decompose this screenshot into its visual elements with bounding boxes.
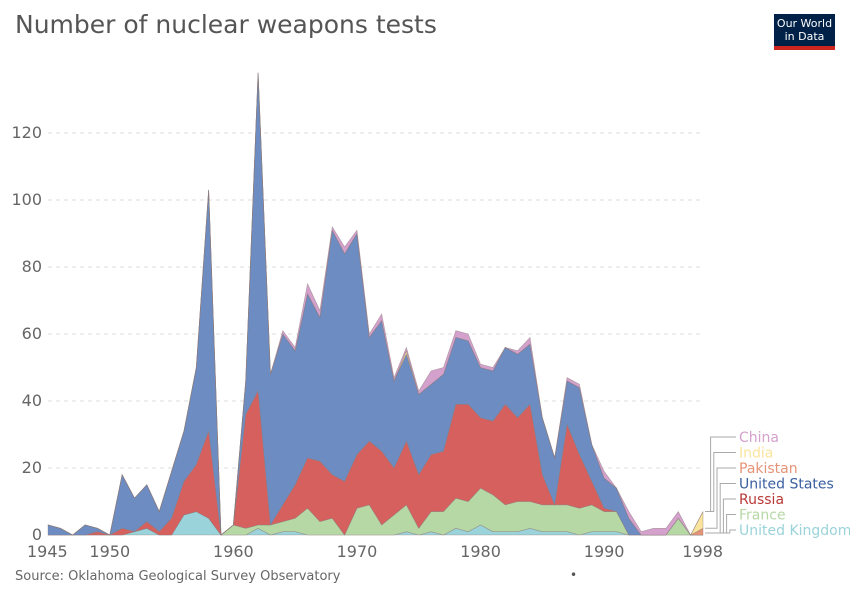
legend-connector-pakistan bbox=[705, 467, 736, 529]
series-areas bbox=[47, 72, 704, 536]
y-tick-label-100: 100 bbox=[11, 190, 42, 209]
owid-logo[interactable]: Our World in Data bbox=[774, 14, 835, 50]
y-tick-label-20: 20 bbox=[22, 458, 42, 477]
x-tick-label-1990: 1990 bbox=[584, 542, 625, 560]
x-tick-label-1970: 1970 bbox=[337, 542, 378, 560]
y-tick-label-40: 40 bbox=[22, 391, 42, 410]
logo-line-1: Our World bbox=[776, 17, 833, 30]
legend-label-russia[interactable]: Russia bbox=[739, 492, 784, 508]
legend-label-india[interactable]: India bbox=[739, 446, 773, 462]
area-china[interactable] bbox=[47, 72, 704, 536]
x-tick-label-1980: 1980 bbox=[460, 542, 501, 560]
legend-label-united-kingdom[interactable]: United Kingdom bbox=[739, 523, 850, 539]
y-tick-label-60: 60 bbox=[22, 324, 42, 343]
x-tick-label-1950: 1950 bbox=[89, 542, 130, 560]
chart-title: Number of nuclear weapons tests bbox=[15, 10, 437, 39]
legend-connector-india bbox=[705, 452, 736, 513]
source-note[interactable]: Source: Oklahoma Geological Survey Obser… bbox=[15, 569, 341, 584]
y-tick-label-0: 0 bbox=[32, 525, 42, 544]
y-tick-label-80: 80 bbox=[22, 257, 42, 276]
stacked-area-chart: 0 20 40 60 80 100 120 1945 1950 1960 1970 1980 1990… bbox=[11, 72, 850, 560]
y-tick-label-120: 120 bbox=[11, 123, 42, 142]
legend-connector-united-states bbox=[705, 483, 736, 534]
legend-label-china[interactable]: China bbox=[739, 430, 779, 446]
legend-label-pakistan[interactable]: Pakistan bbox=[739, 461, 798, 477]
x-tick-label-1998: 1998 bbox=[682, 542, 723, 560]
x-tick-label-1945: 1945 bbox=[27, 542, 68, 560]
x-axis-ticks: 1945 1950 1960 1970 1980 1990 1998 bbox=[27, 542, 723, 560]
y-axis-ticks: 0 20 40 60 80 100 120 bbox=[11, 123, 42, 544]
legend-label-united-states[interactable]: United States bbox=[739, 477, 834, 493]
x-tick-label-1960: 1960 bbox=[213, 542, 254, 560]
legend-connector-united-kingdom bbox=[705, 529, 736, 534]
legend-label-france[interactable]: France bbox=[739, 508, 786, 524]
logo-line-2: in Data bbox=[784, 30, 825, 43]
dot-indicator: • bbox=[570, 568, 578, 582]
